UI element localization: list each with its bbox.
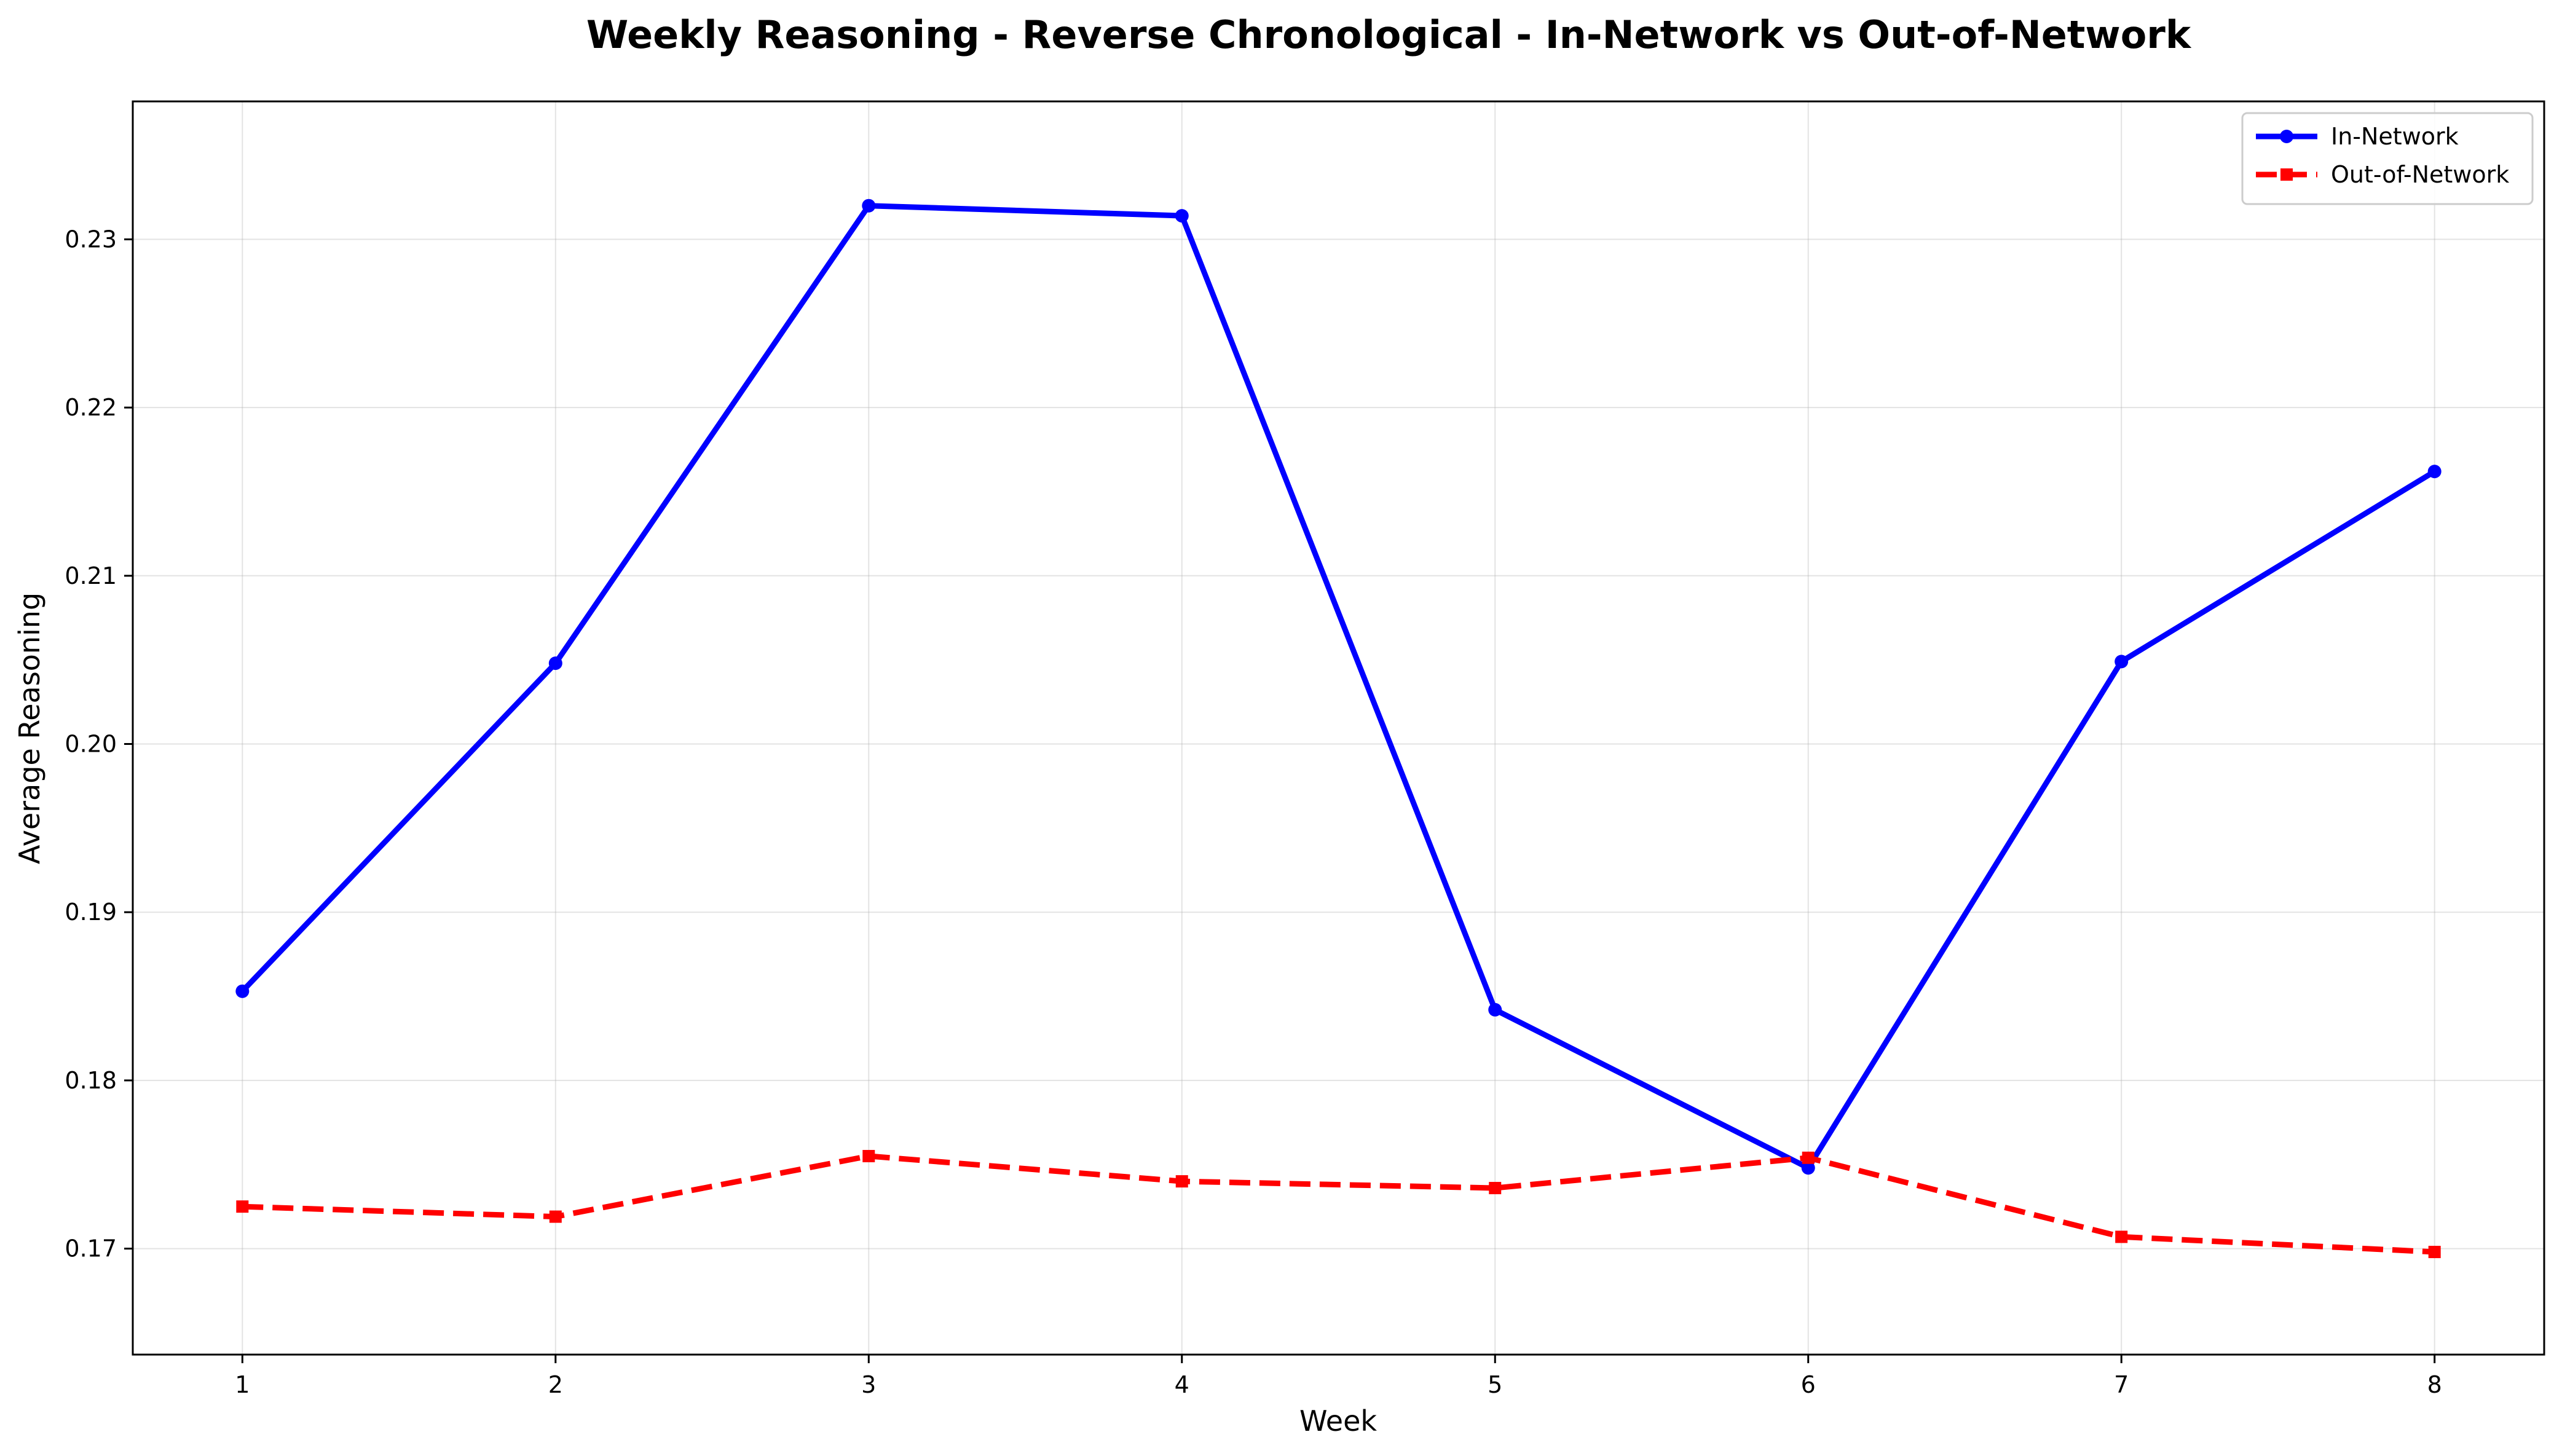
- series-2-point: [862, 1150, 875, 1163]
- legend-label: Out-of-Network: [2331, 161, 2509, 188]
- x-tick-label: 5: [1488, 1371, 1502, 1398]
- grid: [133, 101, 2544, 1355]
- series-2-point: [2115, 1230, 2128, 1243]
- legend-swatch-marker: [2280, 168, 2293, 181]
- series-1-point: [1488, 1002, 1502, 1017]
- y-axis-label: Average Reasoning: [13, 592, 46, 864]
- series-1-point: [548, 656, 562, 671]
- series-2-point: [549, 1210, 562, 1223]
- series-1-point: [1801, 1161, 1815, 1175]
- series-1-point: [862, 199, 876, 213]
- series-line-2: [242, 1153, 2435, 1255]
- y-tick-label: 0.23: [65, 226, 117, 253]
- legend-label: In-Network: [2331, 123, 2459, 150]
- series-1-point: [1175, 209, 1189, 223]
- x-axis-label: Week: [1299, 1404, 1377, 1438]
- series-line-1: [240, 203, 2437, 1171]
- y-tick-label: 0.18: [65, 1067, 117, 1094]
- series-2-point: [1489, 1182, 1502, 1195]
- x-tick-label: 7: [2114, 1371, 2129, 1398]
- x-tick-label: 2: [548, 1371, 563, 1398]
- chart-title: Weekly Reasoning - Reverse Chronological…: [586, 12, 2192, 57]
- plot-area-frame: [132, 100, 2545, 1356]
- y-tick-label: 0.21: [65, 562, 117, 589]
- x-tick-label: 6: [1801, 1371, 1816, 1398]
- x-tick-label: 3: [861, 1371, 876, 1398]
- series-layer: [235, 199, 2442, 1259]
- series-1-point: [2427, 465, 2442, 479]
- series-1-point: [235, 984, 250, 998]
- y-tick-label: 0.22: [65, 394, 117, 421]
- x-tick-label: 8: [2427, 1371, 2442, 1398]
- series-2-point: [2428, 1246, 2441, 1259]
- x-tick-label: 4: [1175, 1371, 1189, 1398]
- series-2-point: [1175, 1175, 1188, 1188]
- axis-ticks: 1 2 3 4 5 6 7 8 0.17 0.18 0.19 0.20 0.21 0.22 0.23: [65, 226, 2442, 1398]
- legend-swatch-marker: [2280, 130, 2293, 143]
- legend: In-Network Out-of-Network: [2241, 112, 2534, 205]
- y-tick-label: 0.19: [65, 899, 117, 926]
- y-tick-label: 0.17: [65, 1235, 117, 1262]
- y-tick-label: 0.20: [65, 731, 117, 758]
- series-2-point: [1802, 1151, 1815, 1164]
- x-tick-label: 1: [235, 1371, 250, 1398]
- series-2-point: [236, 1200, 249, 1213]
- series-1-point: [2115, 655, 2129, 669]
